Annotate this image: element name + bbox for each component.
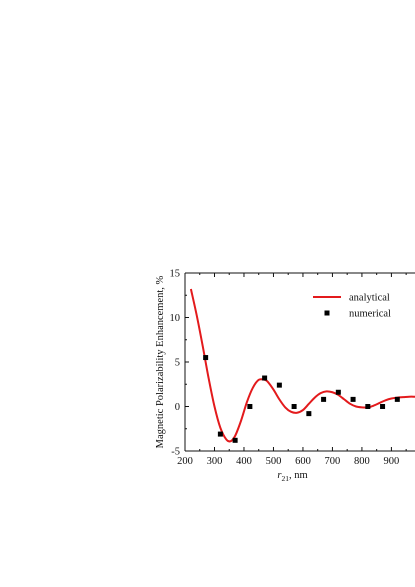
x-tick-label: 600 <box>295 456 311 467</box>
data-point-numerical <box>262 375 268 381</box>
data-point-numerical <box>335 389 341 395</box>
data-point-numerical <box>365 404 371 409</box>
legend-swatch-numerical <box>324 310 330 316</box>
data-point-numerical <box>203 355 209 361</box>
x-axis-title-var: r <box>277 470 282 481</box>
data-point-numerical <box>380 404 386 409</box>
series-line-analytical <box>189 288 415 443</box>
data-point-numerical <box>394 396 400 402</box>
y-axis-title: Magnetic Polarizability Enhancement, % <box>155 275 166 448</box>
x-tick-label: 500 <box>266 456 282 467</box>
legend-label-analytical: analytical <box>349 293 390 304</box>
x-tick-label: 400 <box>236 456 252 467</box>
data-point-numerical <box>232 437 238 443</box>
y-tick-label: -5 <box>171 447 180 458</box>
y-tick-label: 0 <box>175 402 180 413</box>
x-tick-label: 200 <box>177 456 193 467</box>
x-axis-title: r21, nm <box>277 470 307 483</box>
y-tick-label: 15 <box>170 269 181 280</box>
x-tick-label: 300 <box>207 456 223 467</box>
axes: 200 300 400 500 600 700 800 900 -5 0 5 10 15 r21, nm M… <box>155 269 415 483</box>
data-point-numerical <box>247 404 253 409</box>
x-tick-label: 800 <box>354 456 370 467</box>
x-axis-title-unit: , nm <box>289 470 308 481</box>
legend-label-numerical: numerical <box>349 309 391 320</box>
data-point-numerical <box>276 382 282 388</box>
data-point-numerical <box>306 411 312 417</box>
data-point-numerical <box>350 396 356 402</box>
legend: analytical numerical <box>313 293 391 320</box>
x-tick-label: 700 <box>325 456 341 467</box>
data-point-numerical <box>321 396 327 402</box>
data-point-numerical <box>291 404 297 409</box>
data-point-numerical <box>217 431 223 437</box>
plot-area <box>189 288 415 443</box>
x-tick-label: 900 <box>384 456 400 467</box>
y-tick-label: 10 <box>170 313 181 324</box>
y-tick-label: 5 <box>175 358 180 369</box>
x-axis-title-subscript: 21 <box>281 474 289 483</box>
